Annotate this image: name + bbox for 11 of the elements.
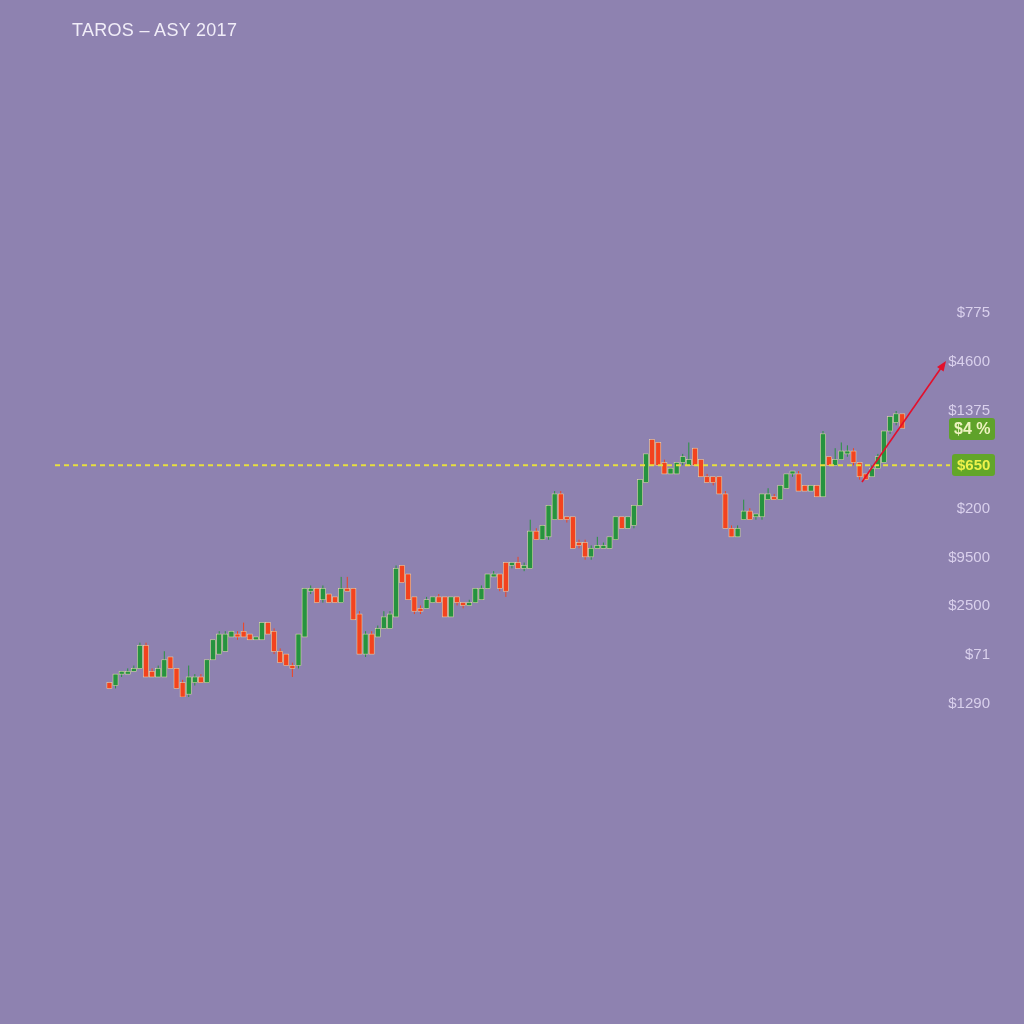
text: $775 xyxy=(956,302,990,322)
text: $200 xyxy=(956,497,990,518)
price-tag: $4 % xyxy=(949,418,996,441)
text: $2500 xyxy=(948,595,990,616)
price-tag: $650 xyxy=(952,454,996,477)
text: $1290 xyxy=(948,693,990,714)
text: $9500 xyxy=(948,546,990,567)
chart-title: TAROS – ASY 2017 xyxy=(72,20,238,41)
text: $4600 xyxy=(948,350,990,371)
text: $1375 xyxy=(948,399,990,420)
text: $71 xyxy=(964,644,990,665)
